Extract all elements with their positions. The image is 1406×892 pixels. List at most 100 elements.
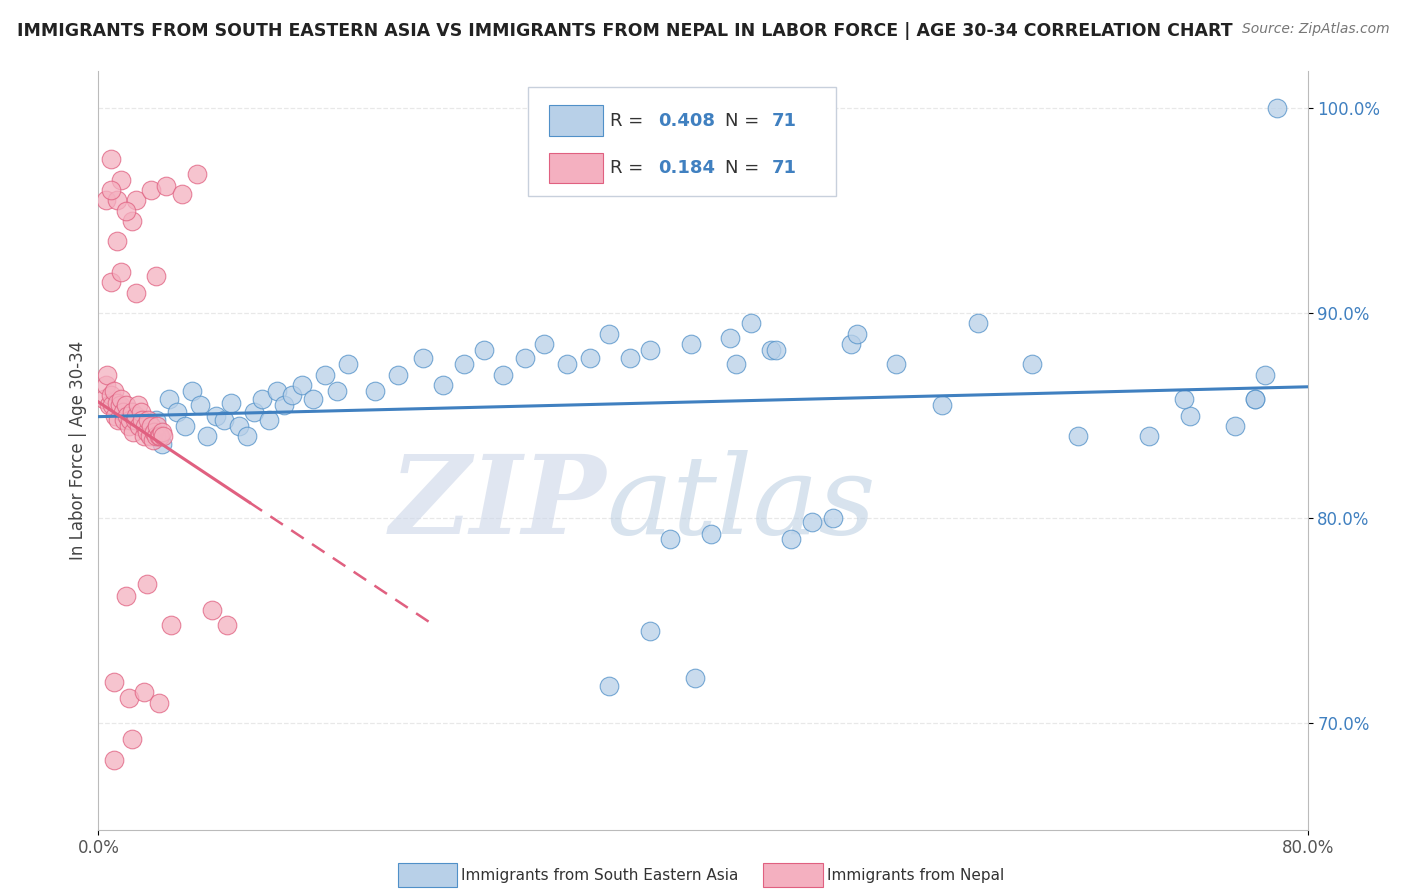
Point — [142, 434, 165, 448]
Point — [93, 392, 115, 407]
Point — [150, 425, 173, 439]
Point — [104, 409, 127, 423]
Point — [114, 589, 136, 603]
Text: R =: R = — [610, 159, 650, 177]
Point — [212, 413, 235, 427]
Point — [453, 358, 475, 372]
Point — [110, 173, 132, 187]
Point — [250, 392, 273, 407]
Point — [725, 358, 748, 372]
Point — [800, 515, 823, 529]
Point — [243, 404, 266, 418]
Point — [96, 368, 118, 382]
Point — [1021, 358, 1043, 372]
Point — [336, 358, 359, 372]
Text: 71: 71 — [772, 159, 797, 177]
Point — [118, 691, 141, 706]
Text: 0.408: 0.408 — [658, 112, 716, 129]
Point — [145, 269, 167, 284]
Point — [472, 343, 495, 357]
Point — [155, 179, 177, 194]
Point — [291, 377, 314, 392]
Point — [1178, 409, 1201, 423]
Point — [740, 317, 762, 331]
Point — [105, 194, 128, 208]
Point — [513, 351, 536, 366]
Point — [412, 351, 434, 366]
Point — [679, 337, 702, 351]
Point — [846, 326, 869, 341]
Point — [115, 409, 138, 423]
Point — [120, 413, 142, 427]
Point — [759, 343, 782, 357]
Point — [1137, 429, 1160, 443]
Point — [578, 351, 600, 366]
Point — [1223, 418, 1246, 433]
Point — [125, 194, 148, 208]
Text: atlas: atlas — [606, 450, 876, 558]
Point — [101, 398, 124, 412]
Point — [886, 358, 908, 372]
Y-axis label: In Labor Force | Age 30-34: In Labor Force | Age 30-34 — [69, 341, 87, 560]
Point — [114, 863, 136, 878]
Point — [598, 679, 620, 693]
Point — [1173, 392, 1195, 407]
Point — [235, 429, 257, 443]
Point — [186, 167, 208, 181]
Text: 0.184: 0.184 — [658, 159, 716, 177]
Point — [94, 194, 117, 208]
Point — [100, 183, 122, 197]
Point — [188, 398, 211, 412]
Point — [215, 617, 238, 632]
Point — [132, 685, 155, 699]
Point — [181, 384, 204, 398]
Point — [125, 409, 148, 423]
Point — [152, 429, 174, 443]
Point — [100, 276, 122, 290]
Point — [598, 326, 620, 341]
Point — [108, 398, 131, 412]
Point — [111, 404, 134, 418]
Point — [533, 337, 555, 351]
Point — [195, 429, 218, 443]
Point — [555, 358, 578, 372]
Point — [638, 624, 661, 638]
Point — [100, 153, 122, 167]
Point — [160, 617, 183, 632]
Point — [141, 183, 163, 197]
Point — [967, 317, 990, 331]
Point — [103, 675, 125, 690]
Point — [149, 429, 172, 443]
Point — [281, 388, 304, 402]
FancyBboxPatch shape — [550, 153, 603, 183]
Text: 71: 71 — [772, 112, 797, 129]
Point — [173, 418, 195, 433]
Point — [228, 418, 250, 433]
Text: Immigrants from Nepal: Immigrants from Nepal — [827, 868, 1004, 882]
Text: N =: N = — [724, 159, 765, 177]
Point — [387, 368, 409, 382]
Point — [150, 437, 173, 451]
Point — [685, 671, 707, 685]
Point — [121, 404, 143, 418]
Point — [221, 396, 243, 410]
Point — [143, 425, 166, 439]
Point — [779, 532, 801, 546]
Point — [105, 235, 128, 249]
Point — [98, 398, 121, 412]
Point — [103, 753, 125, 767]
Point — [146, 418, 169, 433]
Point — [103, 384, 125, 398]
Point — [148, 696, 170, 710]
Point — [131, 413, 153, 427]
Point — [718, 331, 741, 345]
Point — [110, 392, 132, 407]
Text: ZIP: ZIP — [389, 450, 606, 558]
Point — [145, 429, 167, 443]
Point — [257, 413, 280, 427]
Text: Source: ZipAtlas.com: Source: ZipAtlas.com — [1241, 22, 1389, 37]
Point — [135, 425, 157, 439]
Point — [658, 532, 681, 546]
Point — [619, 351, 641, 366]
Point — [134, 418, 156, 433]
